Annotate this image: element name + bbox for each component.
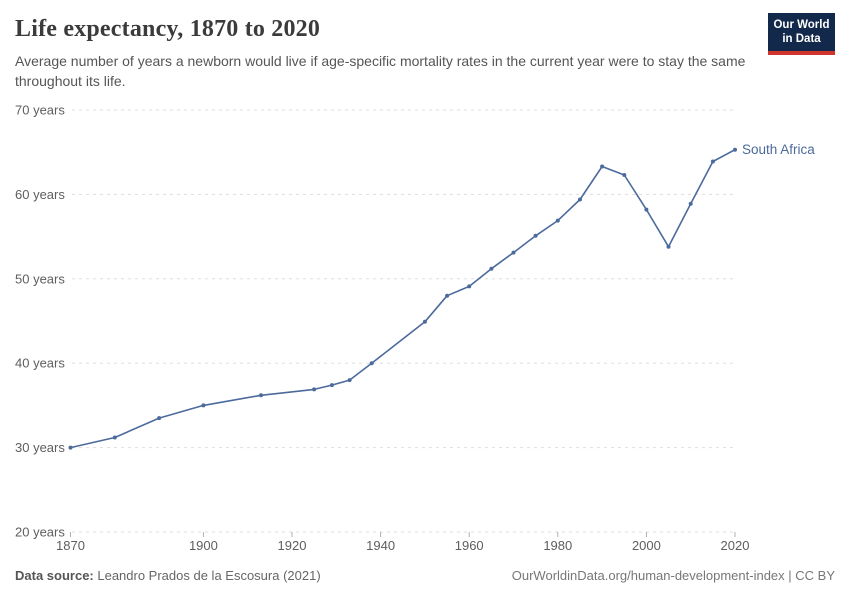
y-axis-tick-label: 60 years [15,187,65,202]
data-source-label: Data source: [15,568,94,583]
x-axis-tick-label: 1940 [366,538,395,553]
data-point[interactable] [666,244,671,249]
x-axis-tick-label: 2020 [721,538,750,553]
data-point[interactable] [578,197,582,202]
data-point[interactable] [533,233,538,238]
data-point[interactable] [511,250,516,255]
y-axis-tick-label: 20 years [15,525,65,540]
data-source-text: Leandro Prados de la Escosura (2021) [93,568,321,583]
x-axis-tick-label: 1900 [189,538,218,553]
x-axis-tick-label: 1960 [455,538,484,553]
data-point[interactable] [157,416,162,421]
data-point[interactable] [329,383,334,388]
data-point[interactable] [312,387,317,392]
owid-url-link[interactable]: OurWorldinData.org/human-development-ind… [511,568,835,583]
data-line[interactable] [69,148,736,449]
owid-logo[interactable]: Our World in Data [768,13,835,55]
data-source: Data source: Leandro Prados de la Escosu… [15,568,321,583]
data-point[interactable] [201,403,206,408]
data-point[interactable] [555,218,560,223]
data-point[interactable] [112,435,117,440]
line-chart[interactable]: 20 years 30 years 40 years 50 years 60 years… [0,0,850,560]
data-point[interactable] [347,378,352,383]
chart-subtitle: Average number of years a newborn would … [15,53,746,89]
y-axis-tick-label: 50 years [15,271,65,286]
data-point[interactable] [600,164,605,169]
x-axis-tick-label: 1870 [56,538,85,553]
data-point[interactable] [489,266,494,271]
chart-header: Life expectancy, 1870 to 2020 Average nu… [15,16,750,92]
chart-footer: Data source: Leandro Prados de la Escosu… [15,568,835,583]
data-point[interactable] [68,445,73,450]
data-point[interactable] [369,361,374,366]
data-point[interactable] [710,159,715,164]
y-axis-tick-label: 40 years [15,356,65,371]
data-point[interactable] [688,201,693,206]
y-axis-tick-label: 30 years [15,440,65,455]
data-point[interactable] [733,147,737,152]
data-point[interactable] [259,393,263,398]
y-axis-tick-label: 70 years [15,103,65,118]
owid-logo-line1: Our World [773,19,830,31]
data-point[interactable] [622,173,627,177]
page-title: Life expectancy, 1870 to 2020 [15,16,321,42]
data-point[interactable] [644,207,649,212]
data-point[interactable] [445,293,450,298]
series-label: South Africa [742,142,815,157]
x-axis-tick-label: 1920 [278,538,307,553]
owid-logo-line2: in Data [782,33,821,46]
x-axis-tick-label: 1980 [543,538,572,553]
data-point[interactable] [467,284,472,289]
x-axis-tick-label: 2000 [632,538,661,553]
data-point[interactable] [422,319,427,324]
